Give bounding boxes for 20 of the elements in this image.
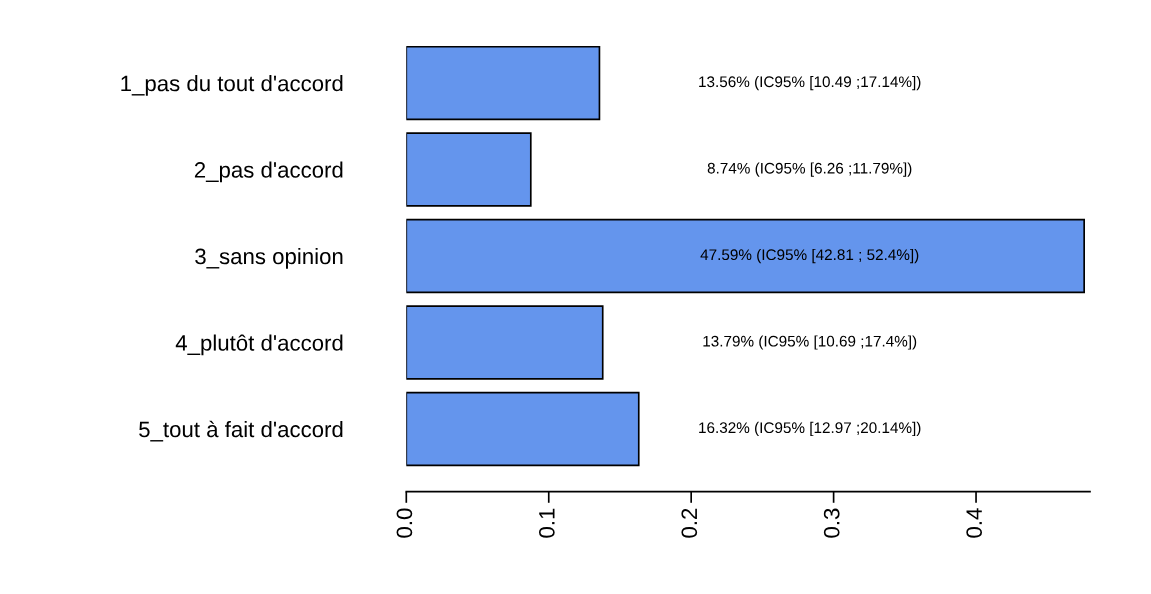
y-tick-label: 4_plutôt d'accord <box>175 334 343 356</box>
y-tick-label: 3_sans opinion <box>195 247 343 269</box>
data-label: 8.74% (IC95% [6.26 ;11.79%]) <box>707 162 912 177</box>
data-label: 13.79% (IC95% [10.69 ;17.4%]) <box>703 335 917 350</box>
bar <box>406 305 604 380</box>
y-tick-label: 5_tout à fait d'accord <box>139 420 343 442</box>
bar <box>406 391 640 467</box>
data-label: 16.32% (IC95% [12.97 ;20.14%]) <box>699 421 921 437</box>
y-tick-label: 1_pas du tout d'accord <box>121 74 343 96</box>
x-tick-label: 0.0 <box>396 508 413 538</box>
x-tick-label: 0.1 <box>538 508 555 538</box>
x-tick-label: 0.4 <box>966 508 983 538</box>
data-label: 13.56% (IC95% [10.49 ;17.14%]) <box>699 75 921 91</box>
bar <box>406 45 601 121</box>
x-tick-label: 0.2 <box>681 508 698 538</box>
bar <box>406 218 1085 294</box>
y-tick-label: 2_pas d'accord <box>194 161 343 183</box>
x-tick-label: 0.3 <box>823 508 840 538</box>
bar <box>406 132 532 207</box>
data-label: 47.59% (IC95% [42.81 ; 52.4%]) <box>700 248 919 264</box>
